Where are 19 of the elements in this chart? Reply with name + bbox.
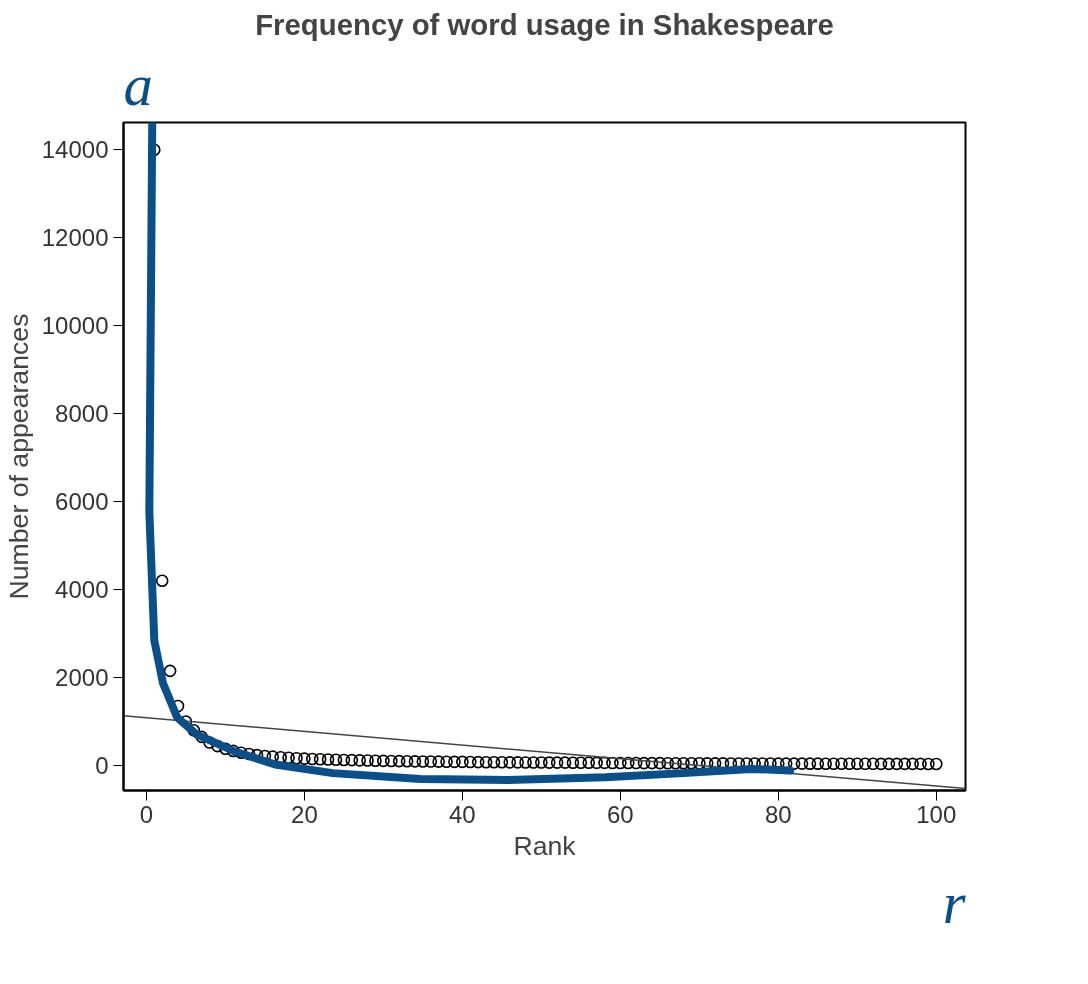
y-tick-label: 6000 [55,488,109,516]
x-tick-label: 100 [916,800,957,828]
x-tick-label: 20 [291,800,318,828]
x-tick-label: 60 [606,800,634,828]
text: r [942,870,966,936]
y-tick-label: 4000 [55,576,109,604]
x-tick-label: 40 [449,800,476,828]
y-tick-label: 0 [95,751,109,779]
x-axis-title: Rank [513,830,577,861]
text: a [123,52,153,118]
y-tick-label: 12000 [41,224,109,252]
chart-title: Frequency of word usage in Shakespeare [255,7,834,41]
x-tick-label: 80 [764,800,792,828]
y-tick-label: 10000 [41,312,109,340]
y-tick-label: 8000 [55,400,109,428]
y-axis-title: Number of appearances [3,313,34,600]
x-tick-label: 0 [139,800,154,828]
y-tick-label: 2000 [55,663,109,691]
y-tick-label: 14000 [41,136,109,164]
